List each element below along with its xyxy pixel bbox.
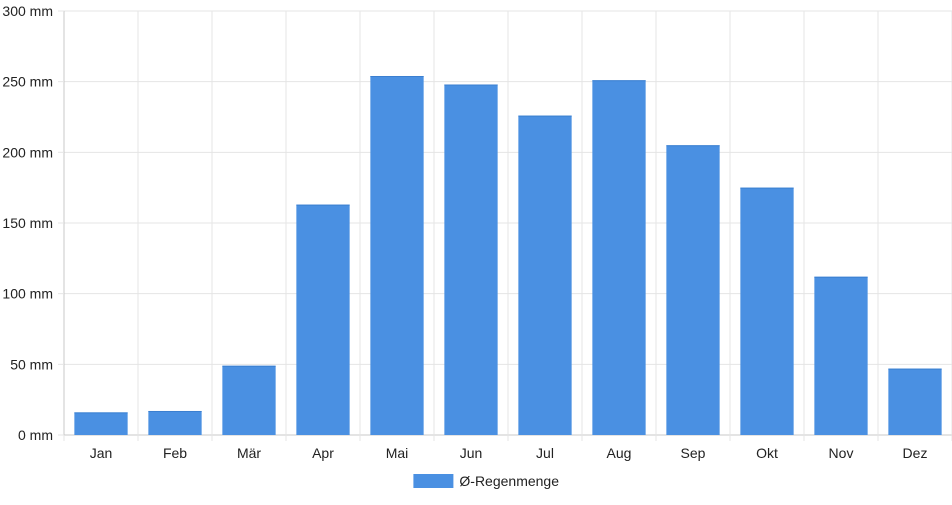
grid-layer	[63, 10, 952, 436]
x-tick-label: Sep	[681, 445, 706, 461]
legend-swatch[interactable]	[413, 474, 454, 488]
bar-okt[interactable]	[740, 187, 794, 435]
legend: Ø-Regenmenge	[413, 473, 559, 489]
bar-aug[interactable]	[592, 80, 646, 436]
bar-apr[interactable]	[296, 204, 350, 435]
x-tick-label: Aug	[607, 445, 632, 461]
x-tick-label: Mai	[386, 445, 409, 461]
bar-nov[interactable]	[814, 276, 868, 435]
bar-feb[interactable]	[148, 410, 202, 435]
x-tick-label: Dez	[903, 445, 928, 461]
legend-label[interactable]: Ø-Regenmenge	[459, 473, 559, 489]
x-tick-label: Mär	[237, 445, 261, 461]
y-tick-label: 150 mm	[2, 215, 53, 231]
bar-dez[interactable]	[888, 368, 942, 435]
bar-jul[interactable]	[518, 115, 572, 435]
x-tick-label: Jul	[536, 445, 554, 461]
axis-layer: 0 mm 50 mm 100 mm 150 mm 200 mm 250 mm 300 mm J…	[2, 3, 952, 461]
x-tick-label: Jan	[90, 445, 113, 461]
y-tick-label: 200 mm	[2, 144, 53, 160]
bar-sep[interactable]	[666, 145, 720, 435]
y-tick-label: 0 mm	[18, 427, 53, 443]
y-tick-label: 300 mm	[2, 3, 53, 19]
y-tick-label: 250 mm	[2, 74, 53, 90]
x-tick-label: Okt	[756, 445, 778, 461]
x-tick-label: Nov	[829, 445, 854, 461]
x-tick-label: Feb	[163, 445, 187, 461]
bars-layer	[74, 76, 942, 436]
x-tick-label: Jun	[460, 445, 483, 461]
x-tick-label: Apr	[312, 445, 334, 461]
y-tick-label: 100 mm	[2, 286, 53, 302]
bar-mär[interactable]	[222, 365, 276, 435]
y-tick-label: 50 mm	[10, 356, 53, 372]
bar-mai[interactable]	[370, 76, 424, 435]
bar-jan[interactable]	[74, 412, 128, 435]
bar-jun[interactable]	[444, 84, 498, 435]
